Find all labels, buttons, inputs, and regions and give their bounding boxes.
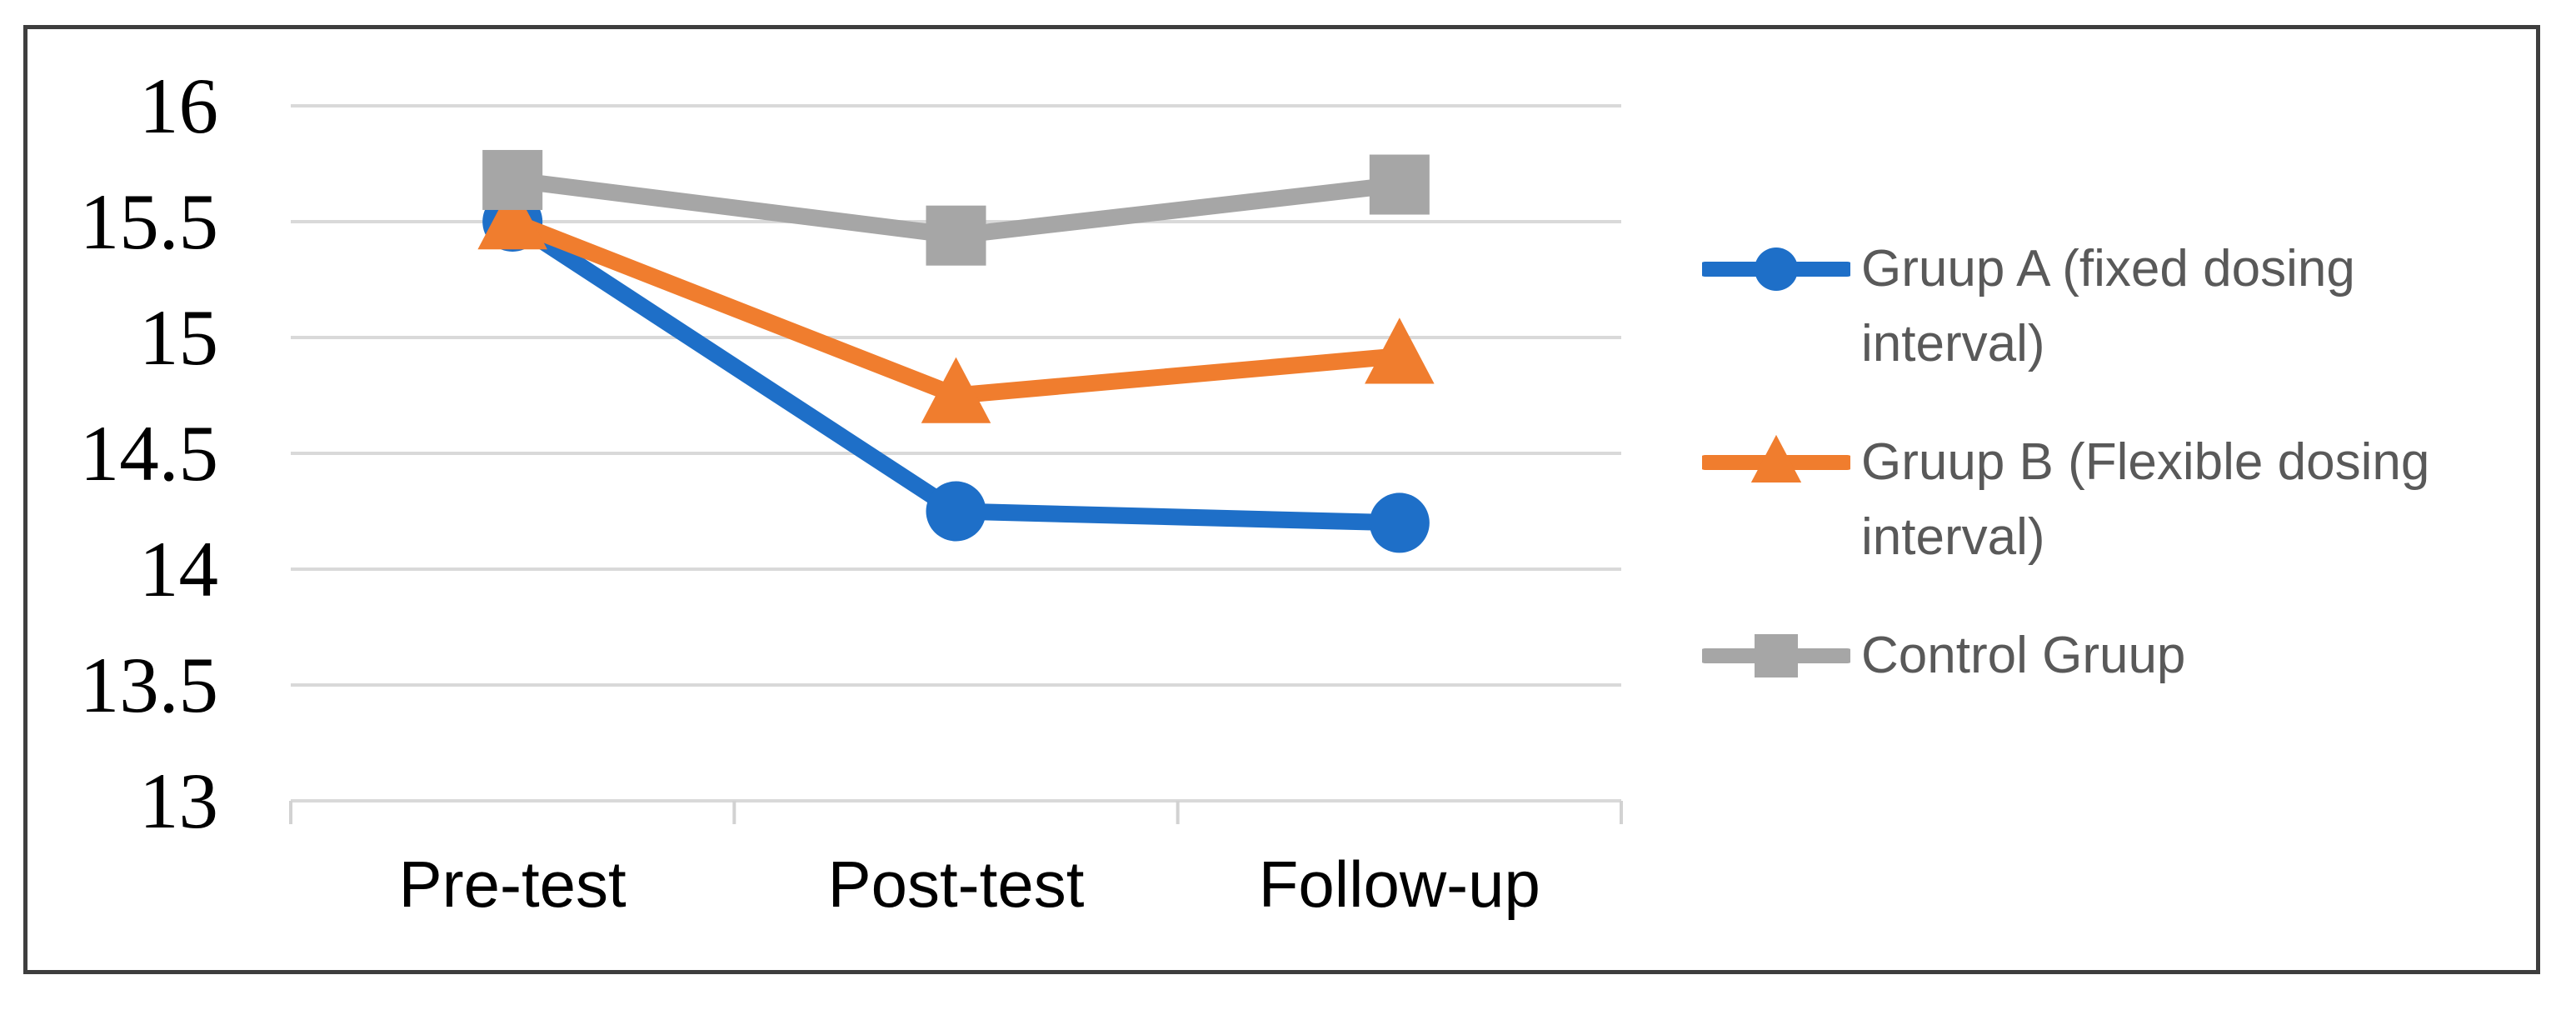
data-point-marker <box>482 149 543 210</box>
y-tick-label: 15 <box>139 293 218 382</box>
data-point-marker <box>477 183 547 250</box>
legend-item-gruup-b: Gruup B (Flexible dosing interval) <box>1702 425 2461 575</box>
legend-marker <box>1755 248 1798 291</box>
legend-item-gruup-a: Gruup A (fixed dosing interval) <box>1702 232 2461 382</box>
legend-label: Gruup B (Flexible dosing interval) <box>1861 433 2430 566</box>
y-tick-label: 13 <box>139 757 218 845</box>
x-tick-label: Post-test <box>827 848 1085 921</box>
series-2 <box>482 149 1430 266</box>
legend-label: Control Gruup <box>1861 627 2186 684</box>
data-point-marker <box>1365 318 1435 384</box>
chart-figure-border <box>23 25 2540 974</box>
legend-item-control-gruup: Control Gruup <box>1702 618 2461 693</box>
data-point-marker <box>926 205 986 266</box>
y-tick-label: 14 <box>139 525 218 613</box>
data-point-marker <box>921 357 991 423</box>
data-point-marker <box>926 481 986 542</box>
y-tick-label: 14.5 <box>79 409 218 498</box>
y-tick-label: 15.5 <box>79 178 218 266</box>
y-tick-label: 13.5 <box>79 641 218 729</box>
series-1 <box>477 183 1435 423</box>
legend-marker <box>1755 634 1798 678</box>
y-tick-label: 16 <box>139 62 218 150</box>
legend-line-circle-icon <box>1702 248 1850 291</box>
legend-line-triangle-icon <box>1702 434 1850 483</box>
legend-label: Gruup A (fixed dosing interval) <box>1861 240 2355 372</box>
x-tick-label: Pre-test <box>398 848 627 921</box>
data-point-marker <box>1369 154 1430 215</box>
data-point-marker <box>1369 492 1430 553</box>
legend-line-square-icon <box>1702 634 1850 678</box>
legend-marker <box>1750 434 1802 483</box>
x-tick-label: Follow-up <box>1258 848 1540 921</box>
